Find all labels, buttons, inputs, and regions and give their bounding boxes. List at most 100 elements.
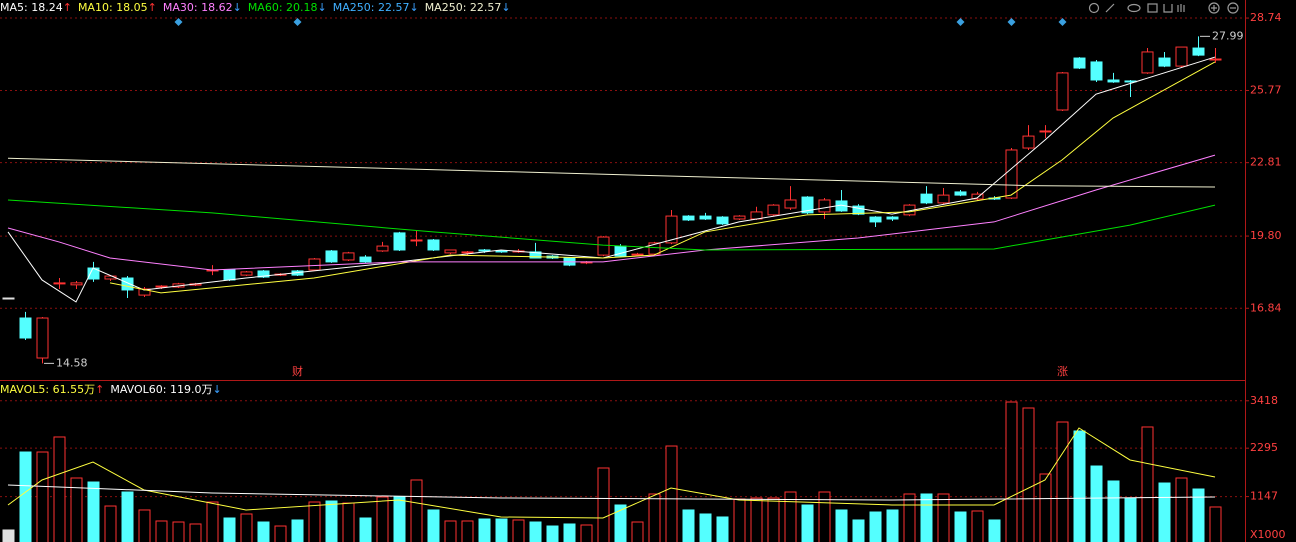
volume-bar bbox=[937, 493, 950, 542]
candle-body bbox=[19, 317, 32, 339]
volume-bar bbox=[2, 529, 15, 542]
info-marker bbox=[1007, 18, 1016, 26]
volume-bar bbox=[495, 518, 508, 542]
candle-body bbox=[648, 242, 661, 255]
candle-body bbox=[665, 215, 678, 244]
volume-bar bbox=[954, 511, 967, 542]
y-tick-label: 22.81 bbox=[1250, 156, 1282, 169]
info-marker bbox=[293, 18, 302, 26]
volume-bar bbox=[359, 517, 372, 542]
candle-body bbox=[886, 216, 899, 220]
legend-arrow: ↑ bbox=[62, 1, 72, 14]
y-tick-label: 25.77 bbox=[1250, 83, 1282, 96]
volume-bar bbox=[70, 477, 83, 542]
legend-arrow: ↓ bbox=[212, 383, 222, 396]
volume-bar bbox=[818, 491, 831, 542]
candle-body bbox=[138, 288, 151, 296]
volume-bar bbox=[1175, 477, 1188, 542]
ma-line bbox=[109, 61, 1216, 294]
candle-body bbox=[495, 250, 508, 253]
candle-body bbox=[1192, 47, 1205, 56]
draw-icon[interactable] bbox=[1105, 3, 1115, 13]
volume-bar bbox=[410, 479, 423, 542]
zoom-out-icon[interactable] bbox=[1227, 2, 1239, 14]
volume-bar bbox=[376, 496, 389, 542]
candle-body bbox=[971, 193, 984, 200]
volume-bar bbox=[240, 513, 253, 542]
candle-body bbox=[801, 196, 814, 214]
candle-body bbox=[70, 282, 83, 286]
candle-body bbox=[1005, 149, 1018, 199]
volume-bar bbox=[767, 497, 780, 542]
candle-body bbox=[444, 249, 457, 254]
lines bbox=[7, 56, 1216, 519]
zoom-in-icon[interactable] bbox=[1208, 2, 1220, 14]
store-icon[interactable] bbox=[1147, 3, 1158, 13]
volume-bar bbox=[1124, 497, 1137, 542]
legend-arrow: ↑ bbox=[147, 1, 157, 14]
candle-body bbox=[376, 245, 389, 252]
candle-body bbox=[1107, 79, 1120, 83]
legend-arrow: ↓ bbox=[317, 1, 327, 14]
hand-icon[interactable] bbox=[1177, 4, 1185, 12]
settings-icon[interactable] bbox=[1088, 2, 1100, 14]
ma-line bbox=[7, 484, 1216, 501]
volume-bar bbox=[1039, 473, 1052, 542]
volume-bar bbox=[206, 501, 219, 542]
volume-bar bbox=[835, 509, 848, 542]
candle-body bbox=[155, 285, 168, 288]
legend-label: MA250: 22.57 bbox=[424, 1, 502, 14]
volume-bar bbox=[138, 509, 151, 542]
volume-bar bbox=[172, 521, 185, 542]
view-icon[interactable] bbox=[1127, 3, 1141, 13]
volume-bar bbox=[1141, 426, 1154, 542]
low-label: 14.58 bbox=[56, 356, 88, 369]
legend-label: MA250: 22.57 bbox=[332, 1, 410, 14]
legend-label: MA10: 18.05 bbox=[77, 1, 148, 14]
legend-label: MA30: 18.62 bbox=[162, 1, 233, 14]
volume-bar bbox=[189, 523, 202, 542]
volume-bar bbox=[1073, 430, 1086, 542]
legend-arrow: ↓ bbox=[501, 1, 511, 14]
legend-label: MAVOL60: 119.0万 bbox=[110, 383, 213, 396]
volume-bar bbox=[597, 467, 610, 542]
volume-bar bbox=[342, 502, 355, 542]
volume-bar bbox=[784, 491, 797, 542]
candle-body bbox=[121, 277, 134, 291]
volume-bar bbox=[104, 505, 117, 542]
candle-body bbox=[920, 193, 933, 204]
labels: X1000 28.74 25.77 22.81 19.80 16.84 27.99 14.5… bbox=[56, 11, 1286, 541]
volume-bar bbox=[1192, 488, 1205, 542]
volume-bar bbox=[512, 519, 525, 542]
legend-label: MA5: 18.24 bbox=[0, 1, 63, 14]
candle-body bbox=[784, 199, 797, 209]
lock-icon[interactable] bbox=[1163, 4, 1173, 13]
volume-bar bbox=[716, 516, 729, 542]
volume-bar bbox=[478, 518, 491, 542]
volume-bar bbox=[665, 445, 678, 542]
volume-bar bbox=[886, 509, 899, 542]
price-legend: MA5: 18.24 ↑ MA10: 18.05 ↑ MA30: 18.62 ↓ MA60:… bbox=[0, 0, 511, 16]
volume-bar bbox=[648, 493, 661, 542]
volume-bar bbox=[614, 504, 627, 542]
volume-bar bbox=[750, 497, 763, 542]
candle-body bbox=[223, 269, 236, 281]
volume-bar bbox=[1022, 407, 1035, 542]
toolbar[interactable] bbox=[1088, 2, 1239, 14]
zoom-in-sign[interactable] bbox=[1211, 5, 1217, 11]
candle-body bbox=[954, 191, 967, 196]
candle-body bbox=[325, 250, 338, 263]
candle-body bbox=[1158, 57, 1171, 67]
candle-body bbox=[682, 215, 695, 221]
candle-body bbox=[699, 215, 712, 220]
volume-bar bbox=[36, 451, 49, 542]
candle-body bbox=[478, 249, 491, 252]
marks bbox=[2, 18, 1222, 542]
volume-bar bbox=[563, 523, 576, 542]
volume-bar bbox=[580, 524, 593, 542]
volume-bar bbox=[1209, 506, 1222, 542]
y-tick-label: 28.74 bbox=[1250, 11, 1282, 24]
volume-bar bbox=[223, 517, 236, 542]
candle-body bbox=[937, 194, 950, 204]
high-label: 27.99 bbox=[1212, 29, 1244, 42]
